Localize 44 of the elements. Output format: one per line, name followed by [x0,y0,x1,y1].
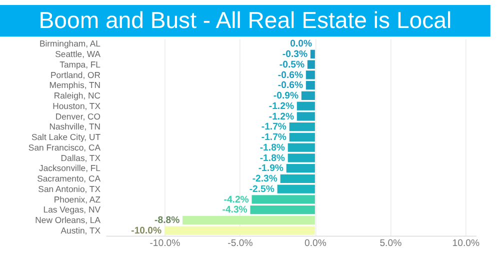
x-tick-label: 0.0% [304,238,327,249]
y-tick-label: Phoenix, AZ [54,194,102,204]
y-tick-label: Denver, CO [55,111,101,122]
y-tick-label: Austin, TX [60,225,101,236]
y-tick-label: San Antonio, TX [38,184,101,194]
y-tick-label: Seattle, WA [55,49,101,60]
y-tick-label: Las Vegas, NV [43,204,101,215]
x-tick-label: -10.0% [150,238,181,249]
data-label: -0.5% [279,59,305,70]
data-label: -2.3% [252,174,278,185]
y-tick-label: Portland, OR [50,70,100,80]
data-label: -8.8% [154,215,180,226]
y-tick-label: Birmingham, AL [39,38,101,49]
data-label: -1.8% [260,152,286,164]
data-label: -1.7% [261,132,287,144]
y-tick-label: Nashville, TN [49,122,100,132]
data-label: -0.3% [282,49,308,60]
y-tick-label: Memphis, TN [49,80,100,90]
data-label: -1.9% [258,163,284,174]
y-tick-label: Raleigh, NC [54,90,100,101]
data-label: -1.2% [268,100,294,112]
y-tick-label: Dallas, TX [60,152,101,163]
data-label: 0.0% [290,38,313,50]
y-tick-label: Salt Lake City, UT [31,132,102,142]
data-label: -10.0% [131,225,162,236]
data-label: -2.5% [249,184,275,195]
x-tick-label: 10.0% [452,238,480,249]
x-tick-label: 5.0% [380,238,402,249]
x-tick-label: -5.0% [228,238,254,249]
data-label: -1.8% [260,142,286,154]
data-label: -1.2% [268,111,294,122]
y-tick-label: Sacramento, CA [37,174,101,184]
data-label: -0.9% [273,90,299,102]
chart-title: Boom and Bust - All Real Estate is Local [38,7,452,34]
y-tick-label: Houston, TX [52,100,101,111]
data-label: -4.3% [222,204,248,216]
y-tick-label: Tampa, FL [60,59,101,70]
y-tick-label: Jacksonville, FL [39,163,101,174]
data-label: -0.6% [278,80,304,92]
y-tick-label: San Francisco, CA [28,142,101,152]
data-label: -4.2% [224,194,250,206]
y-tick-label: New Orleans, LA [35,215,101,226]
data-label: -1.7% [261,122,287,133]
data-label: -0.6% [278,70,304,81]
